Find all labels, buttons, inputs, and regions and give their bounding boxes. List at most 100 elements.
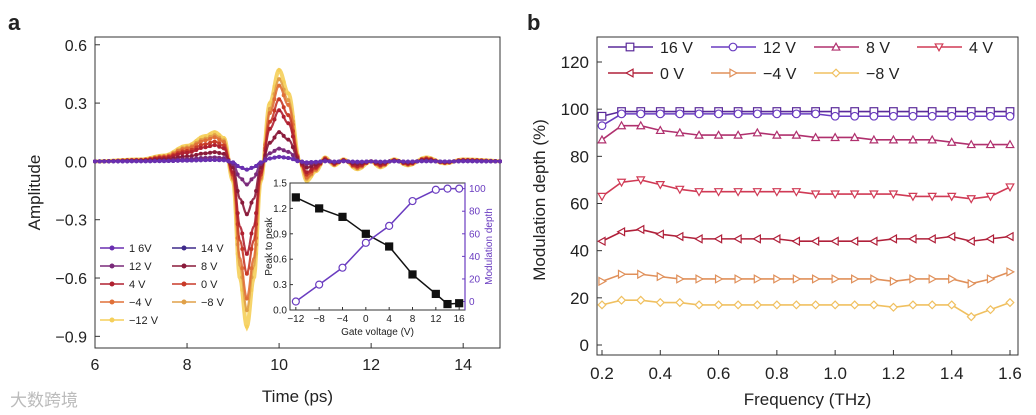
waveform-marker bbox=[208, 140, 213, 145]
waveform-marker bbox=[102, 159, 107, 164]
legend-label-b: 4 V bbox=[969, 40, 993, 57]
series-point bbox=[967, 278, 977, 289]
waveform-marker bbox=[194, 147, 199, 152]
peak-to-peak-point bbox=[431, 289, 440, 299]
legend-marker-b bbox=[831, 41, 841, 51]
series-point bbox=[635, 176, 646, 185]
waveform-marker bbox=[244, 251, 249, 256]
series-point bbox=[637, 269, 646, 280]
series-point bbox=[752, 127, 763, 137]
peak-to-peak-point bbox=[385, 242, 394, 251]
series-point bbox=[810, 236, 820, 247]
series-point bbox=[889, 276, 899, 287]
y-tick-label-a: 0.3 bbox=[65, 96, 87, 113]
legend-label-b: −8 V bbox=[866, 66, 900, 83]
series-point bbox=[966, 139, 977, 149]
waveform-marker bbox=[254, 172, 259, 177]
series-point bbox=[985, 192, 996, 202]
series-point bbox=[635, 120, 646, 130]
legend-marker-b bbox=[728, 42, 738, 52]
series-point bbox=[752, 300, 762, 310]
waveform-marker bbox=[286, 91, 291, 96]
series-point bbox=[870, 274, 879, 284]
waveform-marker bbox=[139, 159, 144, 164]
waveform-marker bbox=[359, 159, 364, 164]
waveform-marker bbox=[267, 126, 272, 131]
legend-marker-a bbox=[181, 245, 187, 251]
legend-label-a: 14 V bbox=[201, 243, 224, 255]
waveform-marker bbox=[465, 159, 470, 164]
waveform-marker bbox=[415, 159, 420, 164]
waveform-marker bbox=[203, 158, 208, 163]
legend-marker-b bbox=[624, 68, 634, 78]
x-tick-label-a: 10 bbox=[270, 357, 288, 374]
waveform-marker bbox=[166, 159, 171, 164]
inset-y-tick-label: 0.9 bbox=[273, 229, 287, 240]
series-point bbox=[694, 130, 704, 139]
series-point bbox=[909, 274, 918, 284]
waveform-marker bbox=[309, 167, 314, 172]
series-point bbox=[752, 188, 763, 197]
peak-to-peak-point bbox=[361, 229, 370, 238]
waveform-marker bbox=[438, 159, 443, 164]
waveform-marker bbox=[451, 159, 456, 164]
waveform-marker bbox=[272, 117, 277, 122]
series-point bbox=[752, 109, 762, 119]
waveform-marker bbox=[235, 211, 240, 216]
series-point bbox=[617, 269, 627, 280]
waveform-marker bbox=[341, 159, 346, 164]
series-point bbox=[1006, 267, 1016, 277]
modulation-depth-point bbox=[455, 184, 464, 193]
inset-y-tick-label: 0.0 bbox=[273, 306, 287, 317]
waveform-marker bbox=[203, 138, 208, 143]
waveform-marker bbox=[217, 144, 222, 149]
waveform-marker bbox=[208, 144, 213, 149]
series-line-4V bbox=[601, 179, 1011, 200]
waveform-marker bbox=[286, 149, 291, 154]
series-point bbox=[849, 132, 860, 142]
waveform-marker bbox=[281, 105, 286, 110]
modulation-depth-point bbox=[431, 185, 440, 194]
waveform-marker bbox=[272, 155, 277, 160]
y-tick-label-b: 40 bbox=[570, 242, 589, 261]
series-point bbox=[714, 109, 723, 119]
legend-label-a: −4 V bbox=[129, 297, 153, 309]
waveform-marker bbox=[208, 136, 213, 141]
waveform-marker bbox=[189, 153, 194, 158]
series-point bbox=[655, 109, 665, 119]
waveform-marker bbox=[254, 211, 259, 216]
series-point bbox=[772, 300, 782, 310]
inset-x-tick-label: 12 bbox=[430, 314, 442, 325]
waveform-marker bbox=[277, 154, 282, 159]
series-point bbox=[986, 111, 995, 121]
inset-y-tick-label: 1.2 bbox=[273, 204, 287, 215]
waveform-marker bbox=[442, 159, 447, 164]
series-point bbox=[635, 224, 645, 235]
series-point bbox=[986, 274, 996, 284]
series-point bbox=[948, 274, 957, 284]
inset-frame bbox=[289, 182, 466, 311]
waveform-marker bbox=[290, 157, 295, 162]
series-line-0V bbox=[601, 228, 1011, 243]
legend-label-a: 0 V bbox=[201, 279, 218, 291]
waveform-marker bbox=[304, 170, 309, 175]
waveform-marker bbox=[277, 130, 282, 135]
series-point bbox=[694, 300, 704, 310]
legend-label-b: 12 V bbox=[763, 40, 796, 57]
waveform-marker bbox=[212, 143, 217, 148]
waveform-marker bbox=[189, 149, 194, 154]
waveform-marker bbox=[267, 156, 272, 161]
inset-x-tick-label: −4 bbox=[337, 314, 349, 325]
waveform-marker bbox=[254, 188, 259, 193]
series-point bbox=[713, 234, 723, 244]
series-point bbox=[713, 300, 724, 310]
waveform-marker bbox=[244, 296, 249, 301]
waveform-marker bbox=[111, 159, 116, 164]
plot-frame-a bbox=[94, 36, 501, 349]
waveform-marker bbox=[212, 139, 217, 144]
series-point bbox=[597, 300, 607, 310]
waveform-marker bbox=[221, 140, 226, 145]
waveform-marker bbox=[221, 143, 226, 148]
waveform-marker bbox=[217, 158, 222, 163]
